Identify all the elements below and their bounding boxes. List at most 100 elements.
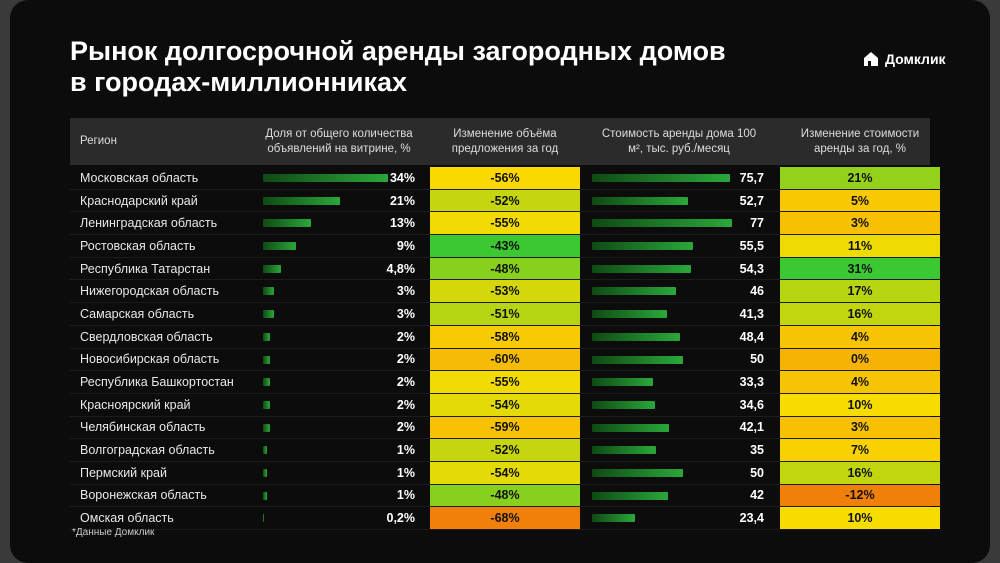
data-bar — [263, 332, 271, 341]
region: Новосибирская область — [80, 352, 220, 367]
data-bar — [592, 310, 668, 319]
table-body: Московская область 34% -56% 75,7 21% Краснода… — [70, 167, 940, 530]
share-value: 1% — [396, 443, 415, 458]
column-header: Изменение стоимости аренды за год, % — [800, 127, 920, 155]
region: Пермский край — [80, 465, 167, 480]
rent-value: 50 — [750, 465, 764, 480]
heat-cell: 7% — [780, 439, 940, 461]
data-bar — [592, 242, 693, 251]
rent-value: 46 — [750, 284, 764, 299]
share-value: 4,8% — [386, 261, 416, 276]
share-value: 1% — [396, 488, 415, 503]
heat-cell: 16% — [780, 461, 940, 484]
heat-cell: -59% — [430, 416, 580, 439]
share-value: 3% — [396, 306, 415, 321]
heat-cell: 11% — [780, 235, 940, 257]
data-bar — [592, 423, 669, 432]
region: Республика Татарстан — [80, 261, 211, 276]
card: Рынок долгосрочной аренды загородных дом… — [10, 0, 990, 563]
rent-value: 42,1 — [739, 420, 764, 435]
table-row: Омская область 0,2% -68% 23,4 10% — [70, 507, 940, 530]
data-bar — [263, 242, 297, 251]
table-row: Воронежская область 1% -48% 42 -12% — [70, 484, 940, 508]
data-bar — [592, 491, 669, 500]
heat-cell: -52% — [430, 189, 580, 212]
data-bar — [263, 287, 275, 296]
rent-value: 48,4 — [739, 329, 764, 344]
logo: Домклик — [862, 50, 946, 68]
heat-cell: -55% — [430, 212, 580, 235]
heat-cell: 3% — [780, 212, 940, 235]
share-value: 1% — [396, 465, 415, 480]
region: Ростовская область — [80, 238, 196, 253]
data-bar — [592, 514, 635, 523]
heat-cell: 4% — [780, 371, 940, 393]
region: Республика Башкортостан — [80, 375, 234, 390]
column-header: Регион — [80, 135, 117, 147]
data-bar — [263, 514, 264, 523]
share-value: 2% — [396, 397, 415, 412]
data-bar — [592, 400, 655, 409]
data-bar — [263, 378, 271, 387]
title-line: в городах-миллионниках — [70, 67, 407, 97]
rent-value: 55,5 — [739, 238, 764, 253]
heat-cell: -54% — [430, 393, 580, 416]
rent-value: 54,3 — [739, 261, 764, 276]
title: Рынок долгосрочной аренды загородных дом… — [70, 36, 726, 98]
table-row: Волгоградская область 1% -52% 35 7% — [70, 439, 940, 462]
data-bar — [263, 423, 271, 432]
heat-cell: 16% — [780, 303, 940, 325]
data-bar — [592, 332, 680, 341]
region: Свердловская область — [80, 329, 213, 344]
heat-cell: -51% — [430, 303, 580, 325]
share-value: 13% — [389, 216, 415, 231]
heat-cell: 21% — [780, 167, 940, 189]
heat-cell: -53% — [430, 280, 580, 303]
table-row: Челябинская область 2% -59% 42,1 3% — [70, 416, 940, 440]
data-bar — [263, 355, 271, 364]
region: Челябинская область — [80, 420, 206, 435]
share-value: 2% — [396, 375, 415, 390]
title-line: Рынок долгосрочной аренды загородных дом… — [70, 36, 726, 66]
heat-cell: -60% — [430, 348, 580, 371]
data-bar — [263, 174, 388, 182]
share-value: 34% — [389, 170, 415, 185]
rent-value: 77 — [750, 216, 764, 231]
rent-value: 41,3 — [739, 306, 764, 321]
data-bar — [263, 219, 311, 228]
data-bar — [592, 196, 688, 205]
column-header: Изменение объёма предложения за год — [451, 127, 559, 155]
table-row: Республика Татарстан 4,8% -48% 54,3 31% — [70, 257, 940, 281]
heat-cell: -43% — [430, 235, 580, 257]
heat-cell: -58% — [430, 325, 580, 348]
heat-cell: -48% — [430, 484, 580, 507]
data-bar — [263, 196, 341, 205]
rent-value: 42 — [750, 488, 764, 503]
data-bar — [592, 446, 656, 455]
heat-cell: 0% — [780, 348, 940, 371]
share-value: 2% — [396, 329, 415, 344]
region: Краснодарский край — [80, 193, 198, 208]
data-bar — [592, 378, 653, 387]
region: Самарская область — [80, 306, 195, 321]
rent-value: 34,6 — [739, 397, 764, 412]
region: Воронежская область — [80, 488, 207, 503]
heat-cell: -48% — [430, 257, 580, 280]
table-row: Московская область 34% -56% 75,7 21% — [70, 167, 940, 190]
data-bar — [592, 174, 730, 182]
table-row: Краснодарский край 21% -52% 52,7 5% — [70, 189, 940, 213]
rent-value: 33,3 — [739, 375, 764, 390]
table-row: Красноярский край 2% -54% 34,6 10% — [70, 393, 940, 417]
heat-cell: -55% — [430, 371, 580, 393]
share-value: 0,2% — [386, 511, 416, 526]
heat-cell: 31% — [780, 257, 940, 280]
rent-value: 75,7 — [739, 170, 764, 185]
heat-cell: -54% — [430, 461, 580, 484]
data-bar — [592, 264, 691, 273]
table-row: Пермский край 1% -54% 50 16% — [70, 461, 940, 485]
rent-value: 52,7 — [739, 193, 764, 208]
region: Красноярский край — [80, 397, 191, 412]
region: Омская область — [80, 511, 174, 526]
table-header: Регион Доля от общего количества объявлен… — [70, 118, 930, 165]
heat-cell: -12% — [780, 484, 940, 507]
